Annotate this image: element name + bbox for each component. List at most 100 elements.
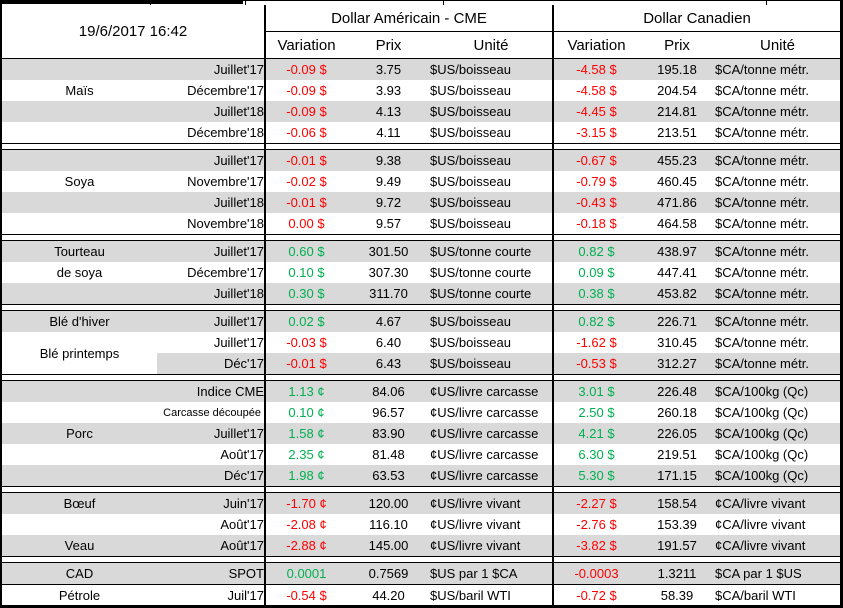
ca-unit-cell: $CA/baril WTI bbox=[715, 584, 840, 605]
ca-unit-cell: $CA/tonne métr. bbox=[715, 58, 840, 80]
section-separator bbox=[2, 304, 840, 311]
ca-price-cell: 447.41 bbox=[657, 265, 697, 280]
us-price-cell: 9.72 bbox=[347, 192, 430, 213]
ca-unit-cell: $CA/tonne métr. bbox=[715, 310, 840, 332]
ca-variation-cell: 4.21 $ bbox=[552, 423, 639, 444]
ca-unit-cell: $CA/tonne métr. bbox=[715, 240, 840, 262]
month-cell: Juillet'18 bbox=[157, 192, 265, 213]
table-row: Juillet'18 -0.01 $9.72 $US/boisseau -0.43 $… bbox=[2, 192, 840, 213]
commodity-cell bbox=[2, 514, 157, 535]
separator-cell bbox=[264, 304, 553, 311]
table-row: Juillet'18 0.30 $311.70 $US/tonne courte 0.… bbox=[2, 283, 840, 305]
month-cell: Juillet'17 bbox=[157, 58, 265, 80]
table-row: Soya Novembre'17 -0.02 $ 9.49 $US/boisseau -0… bbox=[2, 171, 840, 192]
us-variation-cell: -0.02 $ bbox=[264, 171, 347, 192]
ca-price-cell: 471.86 bbox=[639, 192, 715, 213]
usd-variation-header: Variation bbox=[264, 31, 347, 59]
commodity-cell bbox=[2, 213, 157, 235]
separator-cell bbox=[2, 486, 265, 493]
us-variation-cell: -0.03 $ bbox=[264, 332, 347, 353]
table-row: Août'17 -2.08 ¢ 116.10 ¢US/livre vivant -2.7… bbox=[2, 514, 840, 535]
us-price-cell: 311.70 bbox=[347, 283, 430, 305]
us-price-cell: 81.48 bbox=[372, 447, 405, 462]
ca-price-cell: 453.82 bbox=[639, 283, 715, 305]
cad-prix-header: Prix bbox=[639, 31, 715, 59]
table-row: Porc Juillet'17 1.58 ¢ 83.90 ¢US/livre carca… bbox=[2, 423, 840, 444]
ca-unit-cell: $CA par 1 $US bbox=[715, 562, 840, 585]
us-unit-cell: $US par 1 $CA bbox=[430, 562, 553, 585]
usd-unite-header: Unité bbox=[430, 31, 553, 59]
separator-cell bbox=[551, 304, 840, 311]
ca-price-cell: 204.54 bbox=[657, 83, 697, 98]
month-cell: SPOT bbox=[157, 562, 265, 585]
us-unit-cell: $US/boisseau bbox=[430, 310, 553, 332]
month-cell: Décembre'17 bbox=[187, 265, 264, 280]
separator-cell bbox=[551, 143, 840, 150]
commodity-cell: Tourteau bbox=[2, 240, 157, 262]
ca-unit-cell: $CA/tonne métr. bbox=[715, 335, 809, 350]
commodity-cell bbox=[2, 402, 157, 423]
us-price-cell: 301.50 bbox=[347, 240, 430, 262]
us-price-cell: 6.43 bbox=[347, 353, 430, 375]
us-price-cell: 9.57 bbox=[375, 216, 402, 231]
section-ble: Blé d'hiver Juillet'17 0.02 $4.67 $US/boiss… bbox=[2, 310, 840, 381]
section-boeuf-veau: Bœuf Juin'17 -1.70 ¢ 120.00 ¢US/livre vivant… bbox=[2, 492, 840, 563]
month-cell: Déc'17 bbox=[157, 353, 265, 375]
us-unit-cell: $US/boisseau bbox=[430, 216, 511, 231]
us-unit-cell: ¢US/livre vivant bbox=[430, 492, 553, 514]
us-variation-cell: -0.06 $ bbox=[264, 122, 347, 144]
table-row: Déc'17 -0.01 $6.43 $US/boisseau -0.53 $312.… bbox=[2, 353, 840, 375]
month-cell: Juillet'18 bbox=[157, 101, 265, 122]
us-price-cell: 4.11 bbox=[376, 125, 401, 140]
us-price-cell: 4.67 bbox=[347, 310, 430, 332]
us-price-cell: 83.90 bbox=[347, 423, 430, 444]
table-row: CAD SPOT 0.0001 0.7569 $US par 1 $CA -0.0003 1… bbox=[2, 562, 840, 585]
us-variation-cell: -0.01 $ bbox=[264, 149, 347, 171]
table-row: Pétrole Juil'17 -0.54 $44.20 $US/baril WTI -… bbox=[2, 584, 840, 605]
commodity-cell: Pétrole bbox=[2, 584, 157, 605]
section-separator bbox=[2, 234, 840, 241]
table-row: Juillet'17 -0.01 $9.38 $US/boisseau -0.67 $… bbox=[2, 149, 840, 171]
ca-variation-cell: -4.45 $ bbox=[552, 101, 639, 122]
ca-unit-cell: $CA/100kg (Qc) bbox=[715, 405, 809, 420]
table-row: Veau Août'17 -2.88 ¢ 145.00 ¢US/livre vivant… bbox=[2, 535, 840, 557]
us-unit-cell: $US/boisseau bbox=[430, 192, 553, 213]
month-cell: Juin'17 bbox=[157, 492, 265, 514]
ca-variation-cell: -1.62 $ bbox=[552, 332, 639, 353]
ca-variation-cell: -0.43 $ bbox=[552, 192, 639, 213]
us-variation-cell: -2.88 ¢ bbox=[264, 535, 347, 557]
usd-prix-header: Prix bbox=[347, 31, 430, 59]
ca-variation-cell: -0.18 $ bbox=[552, 213, 639, 235]
ca-variation-cell: -3.15 $ bbox=[552, 122, 639, 144]
commodity-cell bbox=[2, 122, 157, 144]
table-row: Déc'17 1.98 ¢ 63.53 ¢US/livre carcasse 5.30 … bbox=[2, 465, 840, 487]
month-cell: Août'17 bbox=[220, 517, 264, 532]
section-separator bbox=[2, 486, 840, 493]
table-row: de soya Décembre'17 0.10 $ 307.30 $US/tonne … bbox=[2, 262, 840, 283]
us-variation-cell: -0.54 $ bbox=[264, 584, 347, 605]
ca-unit-cell: $CA/tonne métr. bbox=[715, 83, 809, 98]
section-separator bbox=[2, 556, 840, 563]
us-price-cell: 63.53 bbox=[347, 465, 430, 487]
ca-unit-cell: ¢CA/livre vivant bbox=[715, 492, 840, 514]
us-unit-cell: $US/tonne courte bbox=[430, 283, 553, 305]
ca-variation-cell: -0.67 $ bbox=[552, 149, 639, 171]
ca-unit-cell: $CA/tonne métr. bbox=[715, 265, 809, 280]
separator-cell bbox=[264, 374, 553, 381]
us-variation-cell: -0.01 $ bbox=[264, 192, 347, 213]
ca-price-cell: 226.48 bbox=[639, 380, 715, 402]
section-separator bbox=[2, 374, 840, 381]
ca-variation-cell: 0.82 $ bbox=[552, 310, 639, 332]
ca-variation-cell: -0.0003 bbox=[552, 562, 639, 585]
ca-variation-cell: -3.82 $ bbox=[552, 535, 639, 557]
ca-variation-cell: -4.58 $ bbox=[552, 58, 639, 80]
us-price-cell: 84.06 bbox=[347, 380, 430, 402]
commodity-cell bbox=[2, 58, 157, 80]
table-row: Août'17 2.35 ¢ 81.48 ¢US/livre carcasse 6.30… bbox=[2, 444, 840, 465]
table-row: Maïs Décembre'17 -0.09 $ 3.93 $US/boisseau -4… bbox=[2, 80, 840, 101]
ca-unit-cell: $CA/tonne métr. bbox=[715, 216, 809, 231]
ca-unit-cell: $CA/tonne métr. bbox=[715, 283, 840, 305]
separator-cell bbox=[2, 374, 265, 381]
separator-cell bbox=[2, 234, 265, 241]
us-variation-cell: -0.09 $ bbox=[264, 101, 347, 122]
